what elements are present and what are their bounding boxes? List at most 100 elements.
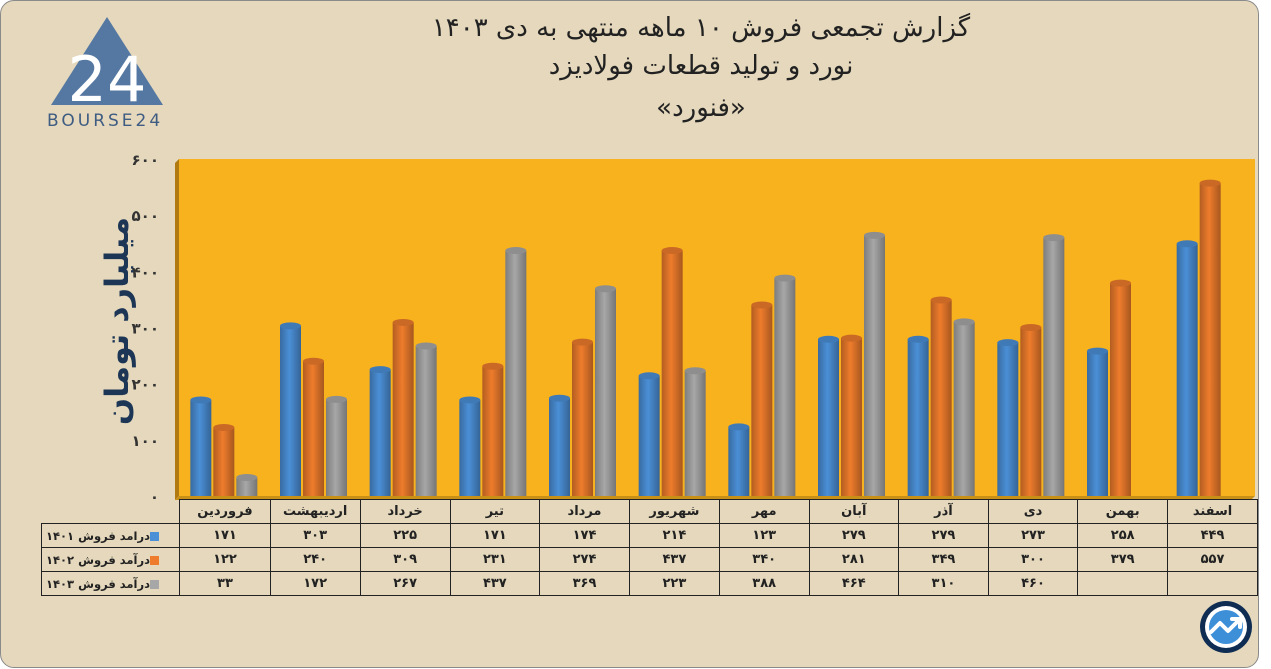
bar-cap-2-8 — [841, 334, 862, 342]
bar-2-2 — [303, 361, 324, 496]
legend-swatch — [150, 531, 160, 541]
bar-cap-3-8 — [864, 231, 885, 239]
data-cell: ۴۳۷ — [628, 547, 720, 572]
bar-cap-2-5 — [572, 338, 593, 346]
plot-area — [179, 159, 1255, 496]
bourse24-logo-icon: 24 — [51, 17, 163, 116]
bar-3-5 — [595, 288, 616, 496]
logo-text: BOURSE24 — [47, 111, 164, 131]
y-tick-label: ۲۰۰ — [132, 376, 159, 394]
data-cell: ۱۷۱ — [179, 523, 271, 548]
bar-1-9 — [907, 339, 929, 496]
bar-cap-3-2 — [326, 395, 347, 403]
data-cell: ۲۲۳ — [628, 571, 720, 596]
data-cell: ۳۳ — [179, 571, 271, 596]
legend-swatch — [150, 555, 160, 565]
bar-3-1 — [236, 477, 258, 496]
data-cell: ۱۲۲ — [179, 547, 271, 572]
bar-3-6 — [684, 370, 706, 496]
data-cell: ۳۰۳ — [269, 523, 361, 548]
bar-cap-3-3 — [415, 342, 437, 350]
bar-3-9 — [953, 321, 975, 496]
bar-cap-1-11 — [1087, 347, 1108, 355]
series-name: درآمد فروش ۱۴۰۲ — [46, 552, 151, 567]
data-cell: ۲۵۸ — [1077, 523, 1169, 548]
bar-cap-2-11 — [1110, 279, 1131, 287]
series-legend-1: درامد فروش ۱۴۰۱ — [40, 523, 181, 548]
y-tick-label: ۰ — [150, 488, 159, 506]
bar-1-8 — [818, 339, 839, 496]
data-cell: ۱۷۲ — [269, 571, 361, 596]
logo-mark: 24 — [68, 43, 147, 116]
data-cell: ۲۷۴ — [539, 547, 630, 572]
data-cell: ۳۴۰ — [718, 547, 810, 572]
bar-cap-2-12 — [1199, 179, 1221, 187]
bar-2-7 — [751, 305, 773, 496]
month-header: اسفند — [1167, 499, 1258, 524]
data-cell: ۳۷۹ — [1077, 547, 1169, 572]
bar-2-4 — [482, 366, 504, 496]
month-header: اردیبهشت — [269, 499, 361, 524]
series-legend-2: درآمد فروش ۱۴۰۲ — [40, 547, 181, 572]
bar-1-1 — [190, 399, 212, 496]
month-header: مرداد — [539, 499, 630, 524]
plot-side-wall — [175, 159, 179, 500]
bar-3-2 — [326, 399, 347, 496]
y-tick-label: ۴۰۰ — [132, 263, 159, 281]
data-cell — [1077, 571, 1169, 596]
data-cell: ۲۴۰ — [269, 547, 361, 572]
bar-cap-2-10 — [1020, 324, 1042, 331]
bar-cap-1-1 — [190, 396, 212, 404]
series-name: درامد فروش ۱۴۰۱ — [46, 528, 151, 543]
month-header: آذر — [898, 499, 989, 524]
data-cell: ۲۸۱ — [808, 547, 900, 572]
bar-1-5 — [549, 398, 570, 496]
trend-chart-icon — [1200, 601, 1252, 653]
bar-cap-2-7 — [751, 301, 773, 309]
chart-title: گزارش تجمعی فروش ۱۰ ماهه منتهی به دی ۱۴۰… — [431, 13, 971, 43]
chart-subtitle: نورد و تولید قطعات فولادیزد — [548, 51, 854, 81]
bar-cap-1-4 — [459, 396, 481, 404]
y-tick-label: ۳۰۰ — [132, 320, 159, 338]
bar-2-3 — [392, 322, 414, 496]
bar-cap-2-4 — [482, 362, 504, 370]
data-cell: ۳۴۹ — [898, 547, 989, 572]
data-cell: ۲۷۳ — [987, 523, 1079, 548]
bar-cap-1-5 — [549, 394, 570, 402]
data-cell: ۳۶۹ — [539, 571, 630, 596]
data-cell: ۴۶۰ — [987, 571, 1079, 596]
chart-symbol: «فنورد» — [656, 93, 746, 123]
data-cell: ۲۶۷ — [359, 571, 451, 596]
data-cell: ۲۷۹ — [808, 523, 900, 548]
data-cell: ۱۷۱ — [449, 523, 541, 548]
month-header: فروردین — [179, 499, 271, 524]
bar-cap-1-7 — [728, 423, 750, 431]
bar-cap-1-9 — [907, 335, 929, 343]
bar-cap-2-6 — [661, 247, 683, 255]
y-tick-label: ۵۰۰ — [132, 207, 159, 225]
data-cell: ۲۳۱ — [449, 547, 541, 572]
bar-3-8 — [864, 235, 885, 497]
table-corner — [42, 500, 180, 524]
bar-2-6 — [661, 250, 683, 496]
data-cell: ۵۵۷ — [1167, 547, 1258, 572]
bar-1-4 — [459, 399, 481, 496]
bar-cap-3-10 — [1043, 234, 1065, 242]
bar-3-4 — [505, 250, 527, 496]
month-header: آبان — [808, 499, 900, 524]
data-cell: ۲۱۴ — [628, 523, 720, 548]
month-header: بهمن — [1077, 499, 1169, 524]
bar-cap-3-9 — [953, 318, 975, 326]
bar-cap-1-8 — [818, 335, 839, 343]
data-cell: ۳۱۰ — [898, 571, 989, 596]
y-tick-label: ۱۰۰ — [132, 432, 159, 450]
bar-2-1 — [213, 427, 235, 496]
month-header: مهر — [718, 499, 810, 524]
bar-1-11 — [1087, 351, 1108, 496]
bar-cap-3-4 — [505, 247, 527, 255]
bar-cap-1-3 — [369, 366, 391, 374]
bar-3-10 — [1043, 237, 1065, 496]
bar-cap-3-1 — [236, 473, 258, 481]
